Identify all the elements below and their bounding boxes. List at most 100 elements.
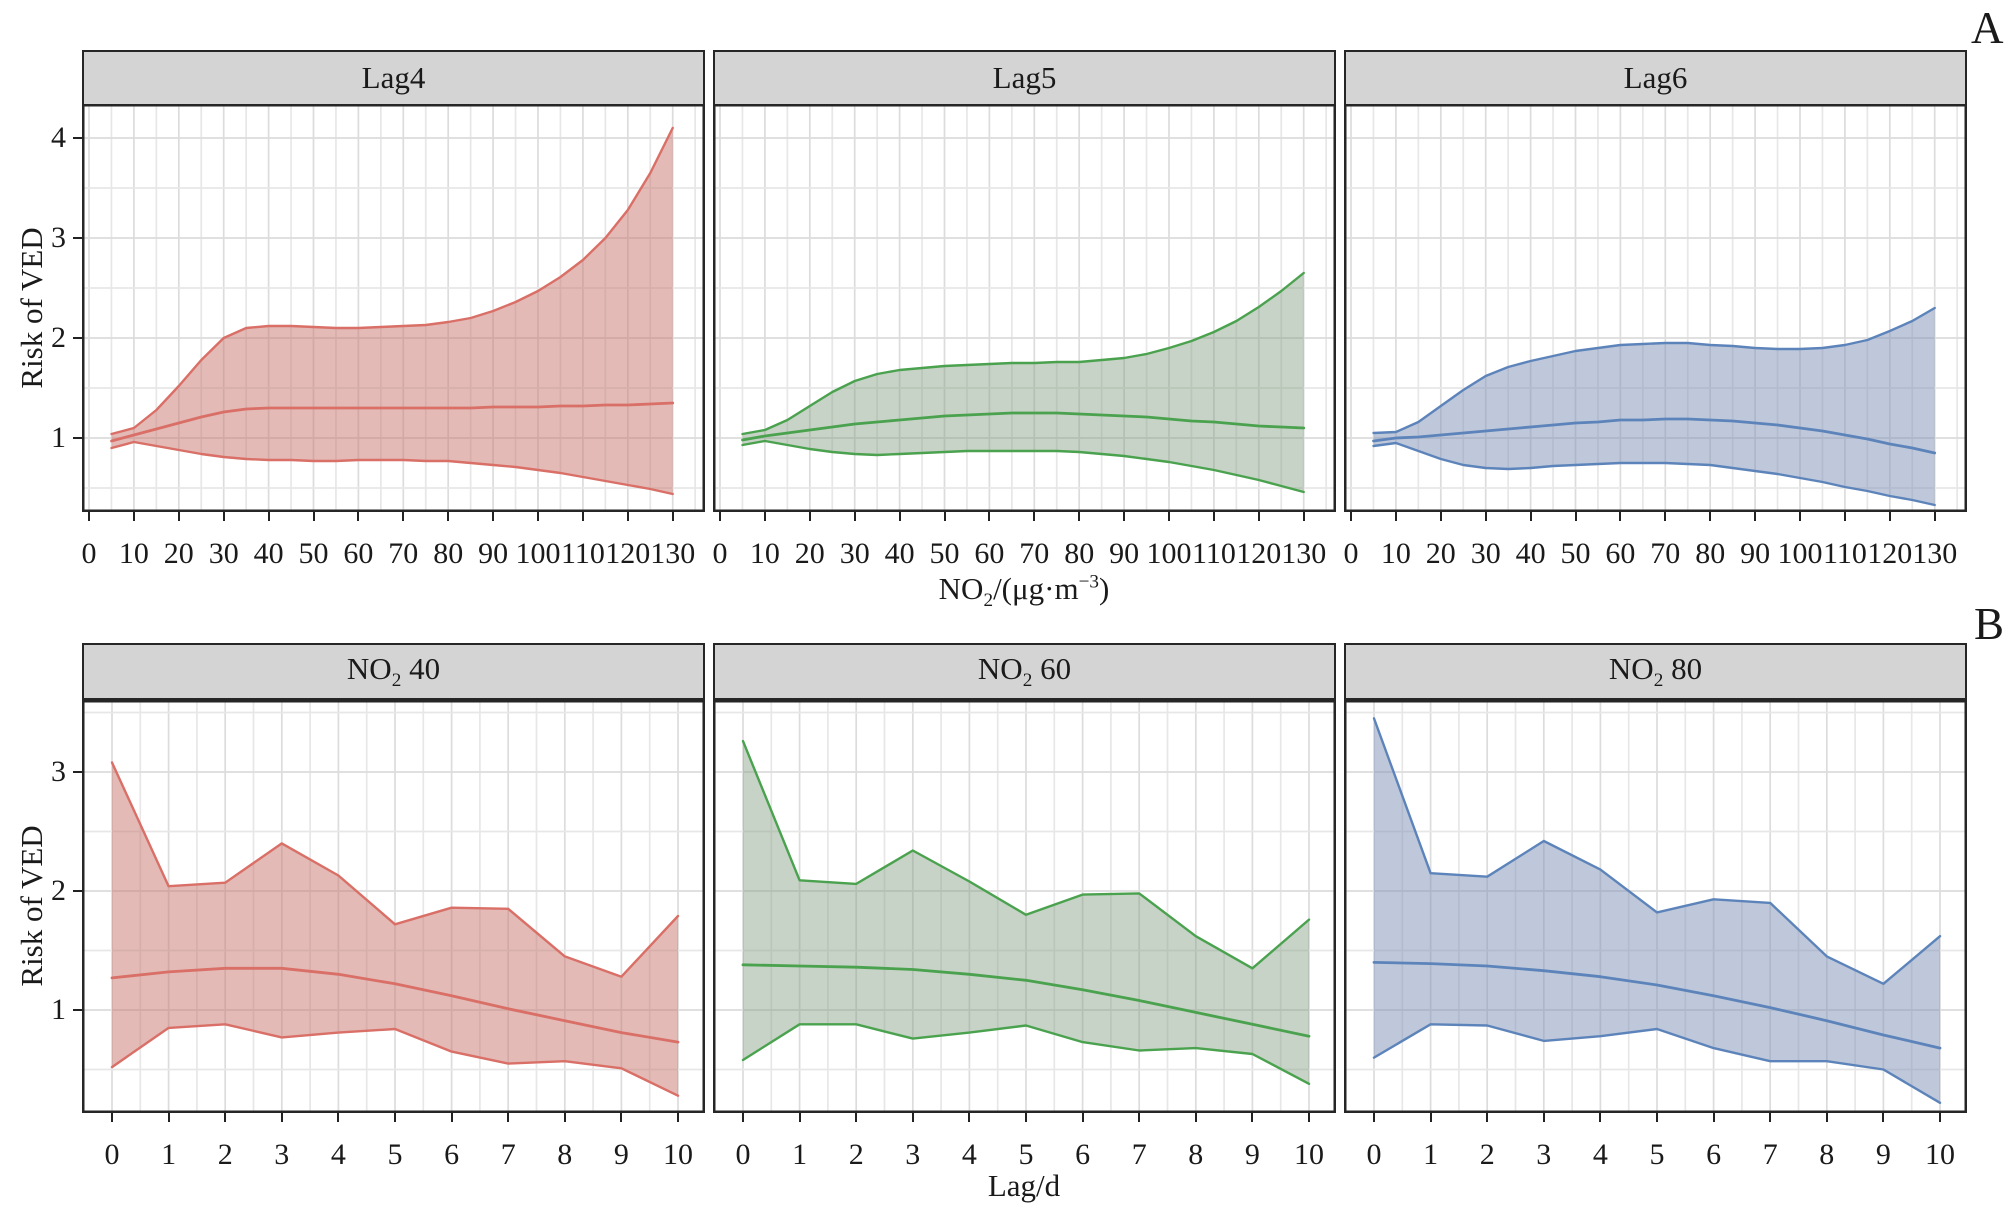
y-tick-mark (73, 771, 82, 773)
x-tick-mark (1025, 1113, 1027, 1122)
confidence-band (1374, 718, 1940, 1103)
x-tick-label: 40 (884, 537, 915, 570)
facet-title: NO2 40 (346, 650, 441, 692)
x-tick-label: 50 (1560, 537, 1591, 570)
x-tick-mark (1373, 1113, 1375, 1122)
lower-ci-line (741, 1023, 1311, 1085)
x-tick-mark (1542, 1113, 1545, 1122)
x-tick-label: 120 (1867, 537, 1913, 570)
upper-ci-line (1372, 717, 1942, 985)
x-tick-mark (1439, 512, 1442, 521)
x-tick-mark (1825, 1113, 1828, 1122)
x-tick-mark (280, 1113, 283, 1122)
lower-ci-line (1372, 1023, 1942, 1104)
x-tick-mark (1429, 1113, 1432, 1122)
x-tick-label: 40 (1515, 537, 1546, 570)
x-tick-label: 50 (929, 537, 960, 570)
x-tick-mark (620, 1113, 623, 1122)
lower-ci-line (110, 1023, 680, 1097)
facet-header-lag4: Lag4 (82, 50, 705, 106)
x-tick-label: 60 (1605, 537, 1636, 570)
x-tick-label: 110 (1191, 537, 1236, 570)
x-tick-mark (537, 512, 539, 521)
plot-no2-80 (1344, 700, 1967, 1113)
y-tick-mark (73, 890, 82, 892)
x-tick-label: 100 (515, 537, 561, 570)
confidence-band (1373, 308, 1935, 505)
x-tick-mark (855, 1113, 858, 1122)
panel-border (82, 700, 705, 1113)
y-axis-title-row-b: Risk of VED (14, 825, 49, 987)
x-tick-mark (1619, 512, 1622, 521)
x-tick-label: 80 (1695, 537, 1726, 570)
y-tick-mark (73, 437, 82, 439)
x-tick-label: 10 (1294, 1138, 1324, 1171)
panel-border (1344, 700, 1967, 1113)
x-tick-mark (968, 1113, 971, 1122)
x-tick-label: 5 (1018, 1138, 1034, 1171)
x-tick-mark (943, 512, 946, 521)
x-tick-mark (1664, 512, 1667, 521)
x-tick-label: 3 (1536, 1138, 1552, 1171)
mean-line (741, 963, 1311, 1038)
mean-line (741, 411, 1306, 442)
x-tick-label: 4 (1592, 1138, 1608, 1171)
x-tick-label: 1 (792, 1138, 808, 1171)
x-tick-mark (1251, 1113, 1254, 1122)
x-tick-mark (671, 512, 674, 521)
x-tick-mark (111, 1113, 113, 1122)
lower-ci-line (110, 440, 674, 496)
x-tick-mark (1799, 512, 1801, 521)
x-tick-mark (763, 512, 766, 521)
y-axis-title-row-a: Risk of VED (14, 227, 49, 389)
x-tick-label: 70 (1650, 537, 1681, 570)
panel-border (82, 104, 705, 512)
panel-border (713, 104, 1336, 512)
confidence-band (742, 273, 1304, 492)
x-tick-mark (1574, 512, 1577, 521)
x-tick-mark (1257, 512, 1260, 521)
x-tick-label: 0 (81, 537, 97, 570)
panel-background (713, 104, 1336, 512)
x-tick-label: 8 (1188, 1138, 1204, 1171)
x-tick-label: 40 (253, 537, 284, 570)
x-tick-mark (447, 512, 450, 521)
x-tick-label: 0 (1343, 537, 1359, 570)
x-tick-mark (988, 512, 991, 521)
y-tick-mark (73, 137, 82, 139)
x-tick-label: 4 (961, 1138, 977, 1171)
x-tick-label: 120 (1236, 537, 1282, 570)
x-tick-mark (1888, 512, 1891, 521)
x-tick-mark (1882, 1113, 1885, 1122)
x-tick-mark (1933, 512, 1936, 521)
x-tick-mark (1709, 512, 1712, 521)
x-tick-label: 7 (1131, 1138, 1147, 1171)
x-tick-label: 20 (1425, 537, 1456, 570)
x-tick-mark (719, 512, 721, 521)
x-tick-label: 7 (1762, 1138, 1778, 1171)
x-tick-mark (911, 1113, 914, 1122)
x-tick-label: 5 (387, 1138, 403, 1171)
x-tick-mark (626, 512, 629, 521)
x-tick-label: 100 (1146, 537, 1192, 570)
confidence-band (111, 128, 673, 494)
facet-header-lag6: Lag6 (1344, 50, 1967, 106)
x-tick-mark (1033, 512, 1036, 521)
plot-lag6 (1344, 104, 1967, 512)
x-tick-mark (337, 1113, 340, 1122)
x-tick-mark (1081, 1113, 1084, 1122)
x-tick-mark (1712, 1113, 1715, 1122)
x-tick-label: 90 (1109, 537, 1140, 570)
x-tick-label: 0 (104, 1138, 120, 1171)
mean-line (1372, 960, 1942, 1050)
facet-header-no2-40: NO2 40 (82, 643, 705, 700)
upper-ci-line (741, 271, 1305, 436)
x-tick-mark (1769, 1113, 1772, 1122)
x-tick-label: 3 (274, 1138, 290, 1171)
x-tick-label: 10 (118, 537, 149, 570)
x-tick-mark (1078, 512, 1081, 521)
x-tick-mark (167, 1113, 170, 1122)
facet-title: Lag4 (361, 60, 426, 95)
x-tick-mark (563, 1113, 566, 1122)
